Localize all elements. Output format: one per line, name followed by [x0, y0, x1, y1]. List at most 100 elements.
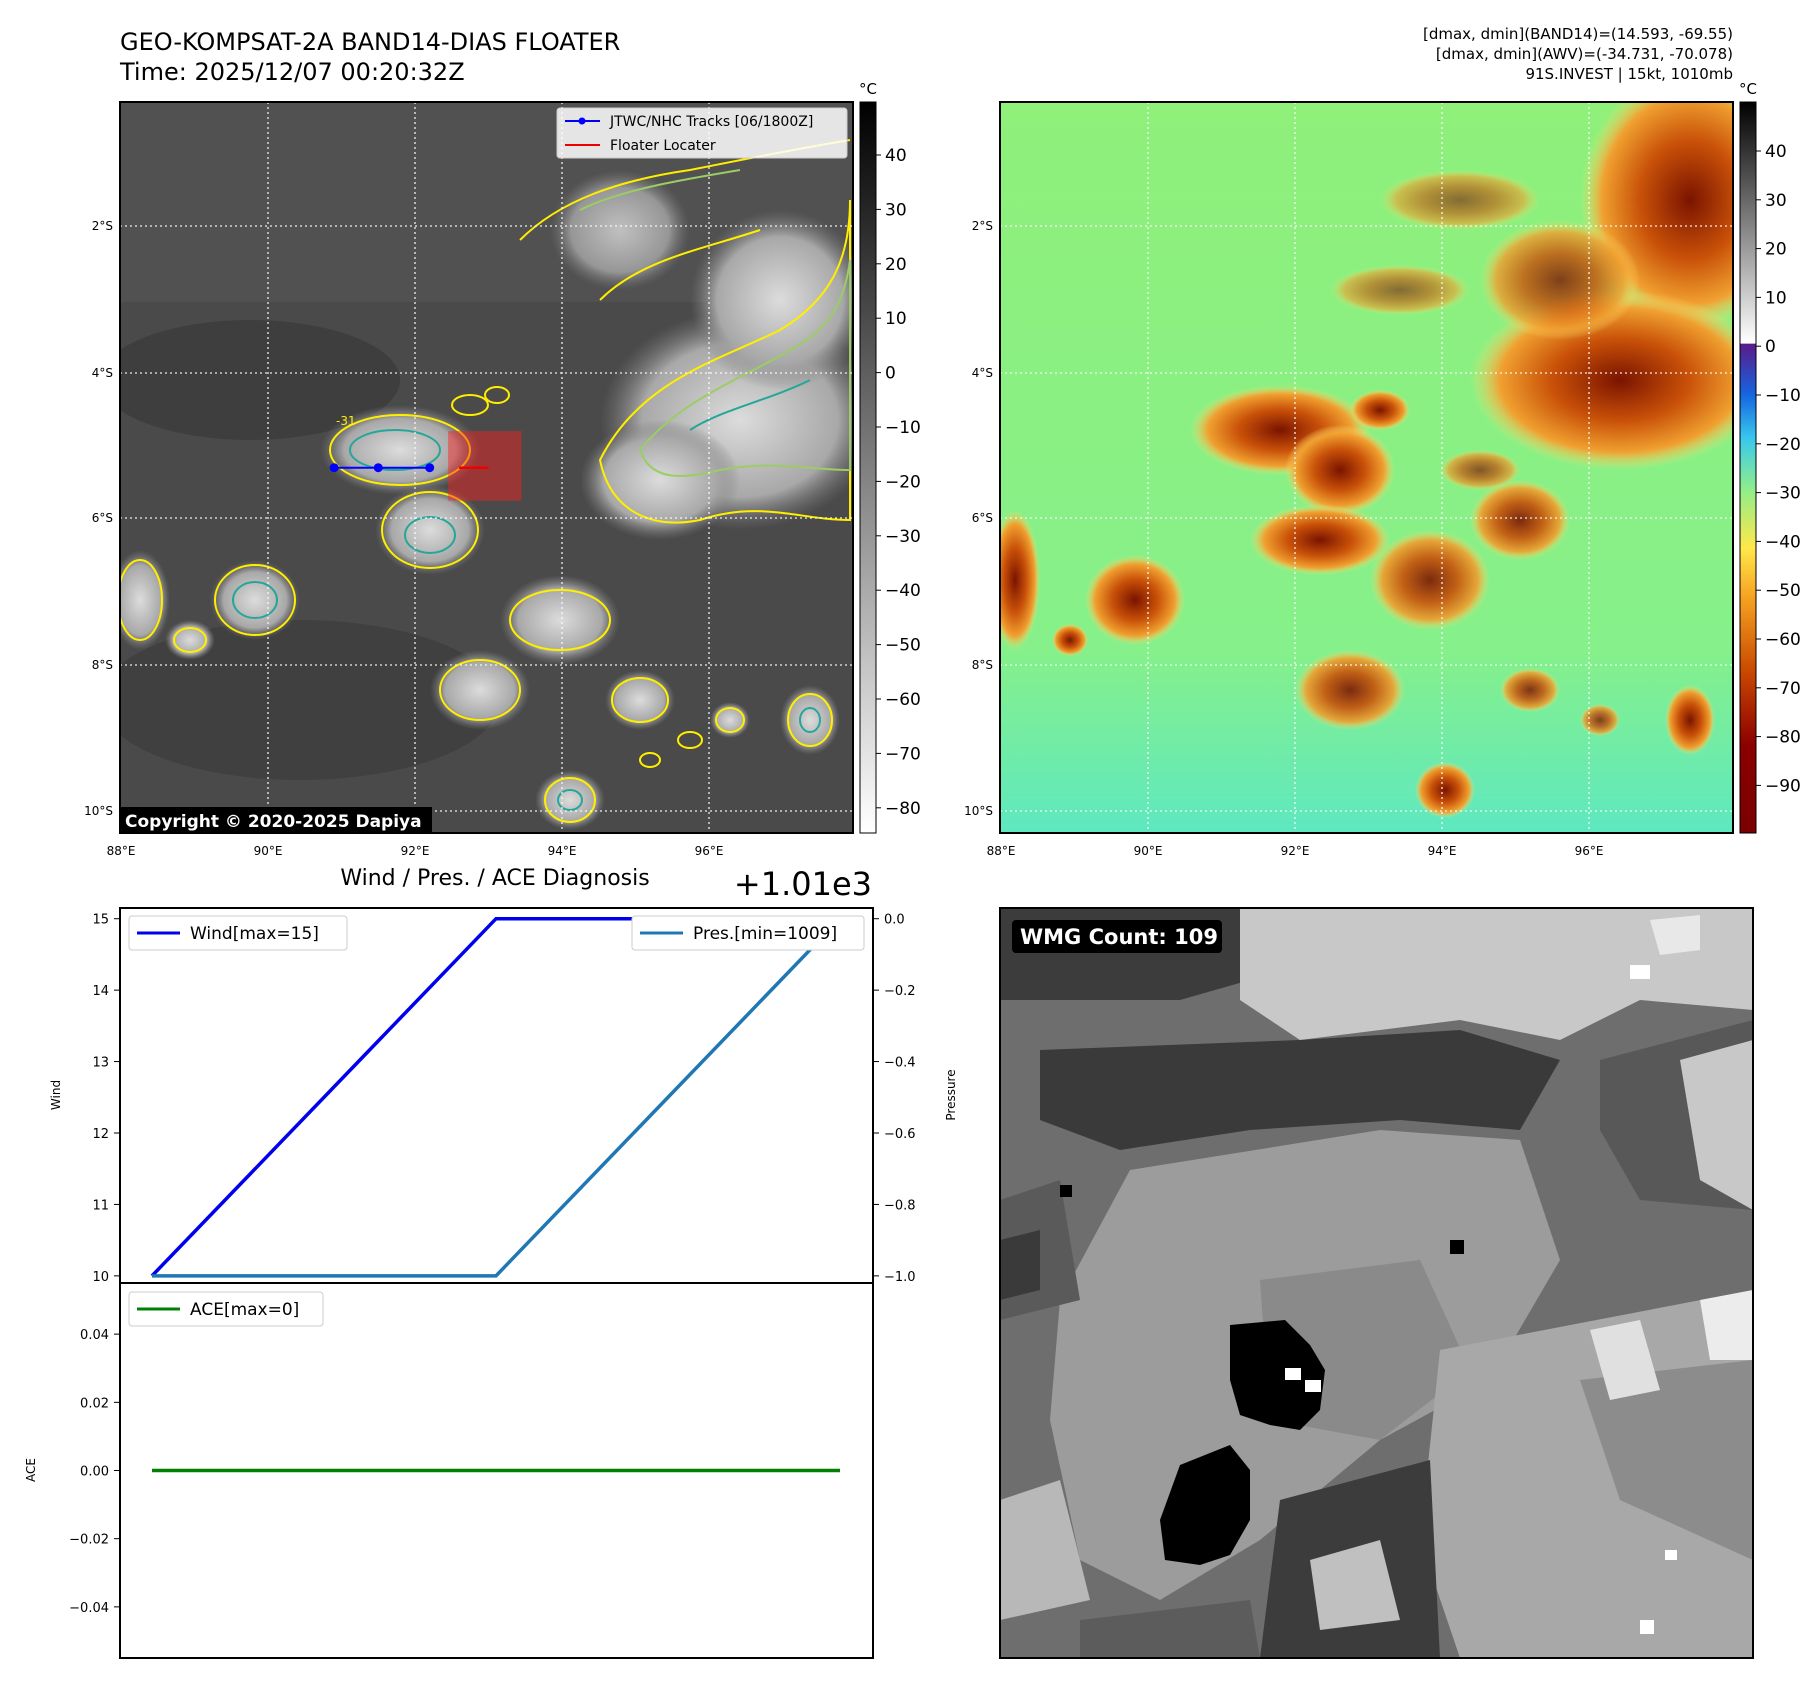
awv-colorbar-tick-label: −40	[1765, 532, 1801, 552]
storm-info: 91S.INVEST | 15kt, 1010mb	[1525, 65, 1733, 83]
ace-tick-label: 0.02	[80, 1396, 109, 1411]
ir-colorbar-tick-label: −40	[885, 581, 921, 601]
ir-colorbar-tick-label: −70	[885, 744, 921, 764]
track-point	[329, 463, 339, 473]
ace-legend-label: ACE[max=0]	[190, 1300, 299, 1320]
ir-colorbar-tick-label: −50	[885, 636, 921, 656]
ir-colorbar-tick-label: 10	[885, 309, 907, 329]
diagnosis-panel: Wind / Pres. / ACE Diagnosis +1.01e3 15 1…	[24, 865, 958, 1659]
awv-colorbar-tick-label: −10	[1765, 386, 1801, 406]
awv-lon-label: 94°E	[1428, 844, 1457, 858]
awv-colorbar-tick-label: −80	[1765, 728, 1801, 748]
awv-colorbar-tick-label: −90	[1765, 776, 1801, 796]
pressure-legend-label: Pres.[min=1009]	[693, 924, 837, 944]
ir-lat-labels: 2°S 4°S 6°S 8°S 10°S	[84, 219, 113, 818]
ace-axis-label: ACE	[24, 1458, 38, 1482]
wind-axis-label: Wind	[49, 1080, 63, 1110]
contour-label: -31	[336, 414, 356, 428]
diagnosis-title: Wind / Pres. / ACE Diagnosis	[340, 866, 649, 891]
awv-lat-label: 6°S	[972, 511, 993, 525]
copyright-box	[120, 807, 432, 833]
ir-colorbar-tick-label: 40	[885, 146, 907, 166]
pressure-axis: 0.0 −0.2 −0.4 −0.6 −0.8 −1.0	[873, 913, 916, 1285]
ir-lon-label: 88°E	[107, 844, 136, 858]
ir-lat-label: 4°S	[92, 366, 113, 380]
ir-lon-labels: 88°E 90°E 92°E 94°E 96°E	[107, 844, 724, 858]
wind-axis: 15 14 13 12 11 10	[92, 913, 120, 1285]
awv-gridlines	[1000, 102, 1733, 833]
awv-lon-label: 92°E	[1281, 844, 1310, 858]
awv-colorbar-unit: °C	[1739, 80, 1757, 98]
ir-lat-label: 8°S	[92, 658, 113, 672]
pressure-tick-label: −0.6	[884, 1127, 916, 1142]
awv-colorbar-tick-label: 30	[1765, 191, 1787, 211]
wind-tick-label: 12	[92, 1127, 109, 1142]
legend-floater-label: Floater Locater	[610, 138, 716, 154]
figure-title: GEO-KOMPSAT-2A BAND14-DIAS FLOATER	[120, 28, 620, 56]
awv-colorbar-tick-label: −20	[1765, 435, 1801, 455]
ir-colorbar-tick-label: 20	[885, 255, 907, 275]
ace-tick-label: −0.04	[69, 1601, 109, 1616]
ir-colorbar: °C 40 30 20 10 0 −10 −20 −30 −40 −50 −60 −70 −80	[859, 80, 921, 834]
wind-legend: Wind[max=15]	[128, 915, 348, 951]
wind-tick-label: 13	[92, 1056, 109, 1071]
awv-colorbar-tick-label: 10	[1765, 288, 1787, 308]
awv-lat-labels: 2°S 4°S 6°S 8°S 10°S	[964, 219, 993, 818]
ir-lat-label: 2°S	[92, 219, 113, 233]
awv-colorbar: °C 40 30 20 10 0 −10 −20 −30 −40 −50 −60 −70 −80 −90	[1739, 80, 1801, 834]
ir-colorbar-tick-label: −80	[885, 799, 921, 819]
pressure-tick-label: −0.2	[884, 984, 916, 999]
awv-panel	[999, 101, 1734, 834]
ir-lon-label: 92°E	[401, 844, 430, 858]
pressure-tick-label: −0.8	[884, 1198, 916, 1213]
awv-lon-label: 96°E	[1575, 844, 1604, 858]
figure-time: Time: 2025/12/07 00:20:32Z	[119, 58, 465, 86]
awv-lon-label: 90°E	[1134, 844, 1163, 858]
ir-colorbar-tick-label: −10	[885, 418, 921, 438]
wmg-badge: WMG Count: 109	[1020, 925, 1218, 949]
legend-track-marker	[578, 117, 586, 125]
ace-tick-label: 0.04	[80, 1328, 109, 1343]
stats-awv: [dmax, dmin](AWV)=(-34.731, -70.078)	[1436, 45, 1733, 63]
ir-colorbar-tick-label: 0	[885, 364, 896, 384]
ir-lat-label: 10°S	[84, 804, 113, 818]
wind-tick-label: 15	[92, 913, 109, 928]
floater-box	[448, 431, 522, 501]
ir-legend: JTWC/NHC Tracks [06/1800Z] Floater Locat…	[556, 107, 848, 159]
track-point	[373, 463, 383, 473]
awv-lat-label: 10°S	[964, 804, 993, 818]
ace-axis: 0.04 0.02 0.00 −0.02 −0.04	[69, 1328, 120, 1616]
ir-colorbar-tick-label: 30	[885, 200, 907, 220]
awv-colorbar-tick-label: −30	[1765, 484, 1801, 504]
wmg-panel: WMG Count: 109	[999, 907, 1754, 1659]
wind-tick-label: 14	[92, 984, 109, 999]
ir-panel: -31 JTWC/NHC Tra	[119, 101, 854, 834]
awv-lat-label: 4°S	[972, 366, 993, 380]
pressure-series-line	[152, 917, 842, 1278]
pressure-offset: +1.01e3	[734, 865, 872, 903]
ir-colorbar-tick-label: −30	[885, 527, 921, 547]
copyright: Copyright © 2020-2025 Dapiya	[125, 812, 422, 832]
awv-colorbar-tick-label: 20	[1765, 240, 1787, 260]
ace-tick-label: 0.00	[80, 1465, 109, 1480]
awv-lat-label: 2°S	[972, 219, 993, 233]
wmg-badge-box	[1012, 920, 1222, 953]
awv-lon-label: 88°E	[987, 844, 1016, 858]
pressure-axis-label: Pressure	[944, 1069, 958, 1120]
ace-legend: ACE[max=0]	[128, 1291, 324, 1327]
ir-colorbar-unit: °C	[859, 80, 877, 98]
pressure-tick-label: −1.0	[884, 1270, 916, 1285]
ir-colorbar-tick-label: −60	[885, 690, 921, 710]
legend-track-label: JTWC/NHC Tracks [06/1800Z]	[609, 114, 813, 130]
wind-legend-label: Wind[max=15]	[190, 924, 319, 944]
ir-lat-label: 6°S	[92, 511, 113, 525]
wind-tick-label: 10	[92, 1270, 109, 1285]
pressure-legend: Pres.[min=1009]	[631, 915, 865, 951]
awv-lat-label: 8°S	[972, 658, 993, 672]
ir-lon-label: 90°E	[254, 844, 283, 858]
track-point	[425, 463, 435, 473]
pressure-tick-label: 0.0	[884, 913, 905, 928]
awv-colorbar-tick-label: −60	[1765, 630, 1801, 650]
pressure-tick-label: −0.4	[884, 1056, 916, 1071]
